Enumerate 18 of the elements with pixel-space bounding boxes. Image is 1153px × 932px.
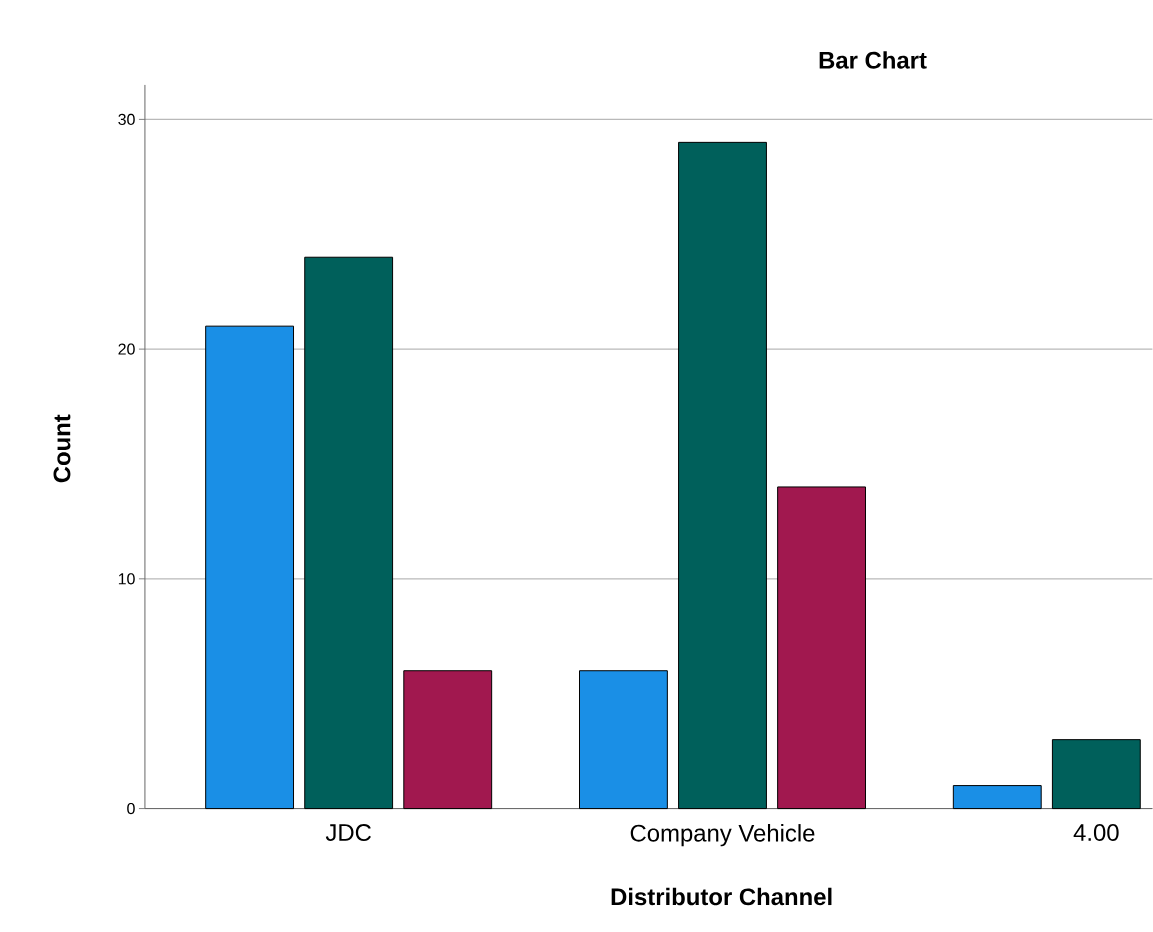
bar <box>579 670 668 810</box>
y-tick-label: 0 <box>127 803 135 815</box>
bar <box>678 142 767 810</box>
bar <box>205 325 295 810</box>
bar <box>403 670 493 810</box>
y-tick-label: 20 <box>118 343 135 356</box>
bar <box>952 785 1042 810</box>
bar <box>777 486 866 810</box>
y-tick-label: 10 <box>118 573 135 585</box>
chart-title: Bar Chart <box>819 51 927 69</box>
x-axis-title: Distributor Channel <box>611 887 832 906</box>
y-tick-label: 30 <box>118 114 135 126</box>
x-tick-label: JDC <box>325 824 371 842</box>
bar <box>1051 739 1141 810</box>
x-tick-label: 4.00 <box>1073 824 1119 842</box>
y-axis-title: Count <box>53 414 71 483</box>
x-tick-label: Company Vehicle <box>630 824 815 847</box>
bar <box>304 256 394 810</box>
